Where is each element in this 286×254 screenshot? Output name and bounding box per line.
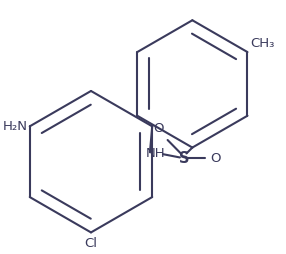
Text: O: O: [210, 152, 221, 165]
Text: S: S: [179, 151, 189, 166]
Text: H₂N: H₂N: [2, 120, 27, 133]
Text: CH₃: CH₃: [250, 37, 274, 50]
Text: NH: NH: [146, 147, 166, 160]
Text: Cl: Cl: [84, 237, 98, 250]
Text: O: O: [154, 122, 164, 135]
